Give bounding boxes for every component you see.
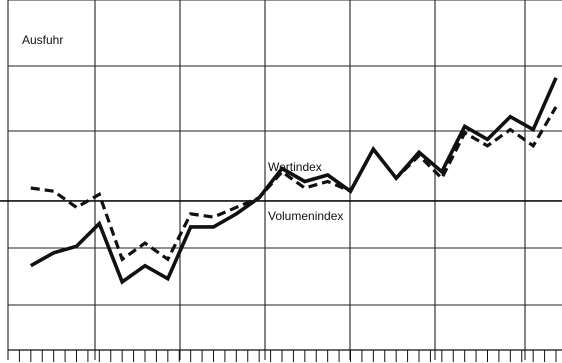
x-axis-ticks xyxy=(18,350,557,362)
annotation-volumenindex: Volumenindex xyxy=(268,209,343,223)
series-line-wertindex xyxy=(29,77,558,285)
annotation-wertindex: Wertindex xyxy=(268,160,322,174)
series-line-volumenindex xyxy=(30,106,558,262)
chart-title: Ausfuhr xyxy=(22,33,63,47)
chart-labels: Ausfuhr Wertindex Volumenindex xyxy=(22,33,343,223)
series-layer xyxy=(29,77,558,285)
